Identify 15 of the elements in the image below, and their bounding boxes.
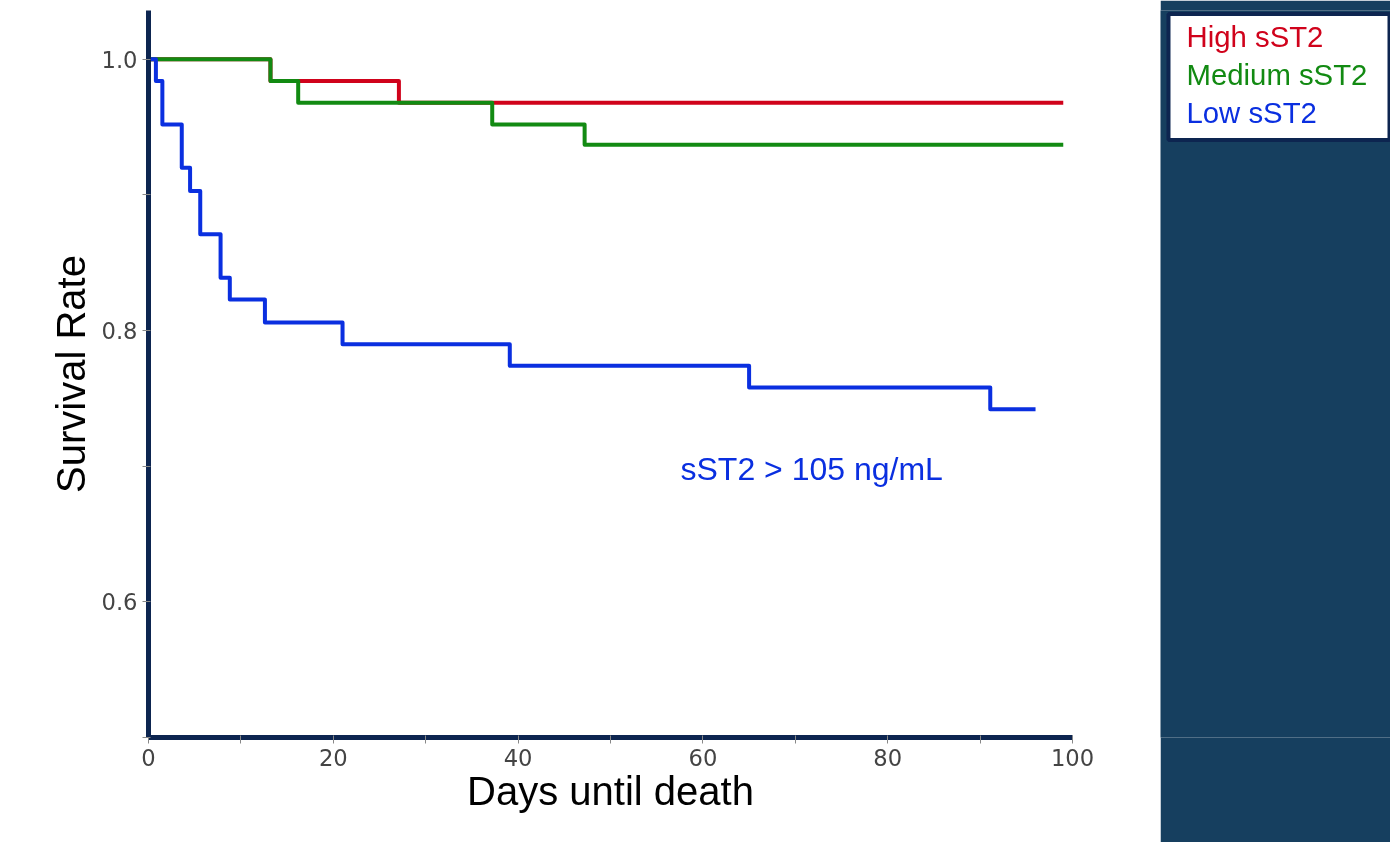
y-axis-title: Survival Rate: [49, 255, 94, 493]
x-tick-label: 40: [503, 744, 533, 771]
x-tick-label: 80: [873, 744, 903, 771]
x-tick-label: 20: [318, 744, 348, 771]
y-tick-label: 1.0: [101, 46, 138, 73]
y-tick-label: 0.6: [101, 589, 138, 616]
y-tick-label: 0.8: [101, 318, 138, 345]
text: Medium sST2: [1186, 57, 1368, 91]
text: High sST2: [1186, 19, 1324, 53]
x-axis-title: Days until death: [467, 768, 754, 813]
x-tick-label: 60: [688, 744, 718, 771]
x-tick-label: 100: [1050, 744, 1095, 771]
text: Low sST2: [1186, 95, 1317, 129]
annotation: sST2 > 105 ng/mL: [680, 450, 943, 487]
x-tick-label: 0: [141, 744, 156, 771]
